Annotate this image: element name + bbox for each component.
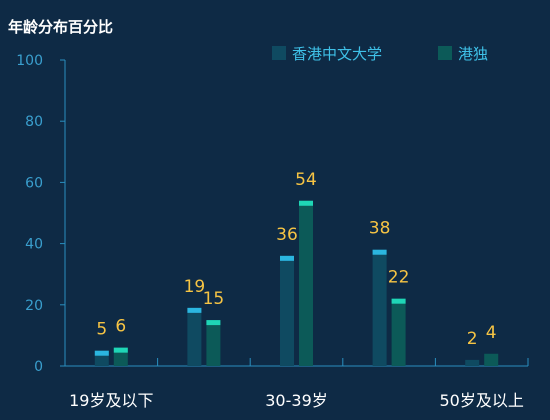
bar-cap — [372, 249, 387, 255]
data-label: 38 — [369, 219, 391, 239]
data-label: 2 — [467, 329, 478, 349]
y-tick-label: 0 — [34, 359, 43, 375]
chart-title: 年龄分布百分比 — [8, 18, 113, 36]
legend-label: 香港中文大学 — [292, 45, 382, 63]
data-label: 6 — [115, 317, 126, 337]
data-label: 4 — [486, 323, 497, 343]
data-label: 54 — [295, 170, 317, 190]
bar — [299, 200, 313, 366]
bars — [94, 200, 499, 366]
data-label: 36 — [276, 225, 298, 245]
x-tick-label: 30-39岁 — [265, 391, 328, 410]
bar — [372, 249, 387, 366]
bar-cap — [94, 350, 109, 356]
bar — [187, 307, 202, 366]
y-tick-label: 40 — [25, 237, 43, 253]
data-label: 19 — [184, 277, 206, 297]
x-axis: 19岁及以下 30-39岁 50岁及以上 — [64, 358, 529, 410]
legend: 香港中文大学 港独 — [272, 45, 488, 63]
data-label: 5 — [96, 320, 107, 340]
bar — [484, 353, 499, 366]
legend-swatch — [272, 46, 286, 60]
bar — [391, 298, 406, 366]
y-tick-label: 100 — [16, 53, 43, 69]
bar — [206, 320, 221, 366]
bar-cap — [187, 307, 202, 313]
bar-cap — [206, 320, 221, 326]
bar-cap — [299, 200, 313, 206]
bar-cap — [280, 255, 294, 261]
y-tick-label: 80 — [25, 114, 43, 130]
y-tick-label: 60 — [25, 175, 43, 191]
y-tick-label: 20 — [25, 298, 43, 314]
bar — [280, 255, 294, 366]
bar-cap — [391, 298, 406, 304]
legend-label: 港独 — [458, 45, 488, 63]
y-axis: 0 20 40 60 80 100 — [16, 53, 66, 375]
bar — [465, 359, 480, 366]
x-tick-label: 19岁及以下 — [69, 391, 153, 410]
x-tick-label: 50岁及以上 — [440, 391, 524, 410]
data-label: 22 — [388, 268, 410, 288]
data-label: 15 — [203, 289, 225, 309]
legend-swatch — [438, 46, 452, 60]
bar-cap — [113, 347, 128, 353]
